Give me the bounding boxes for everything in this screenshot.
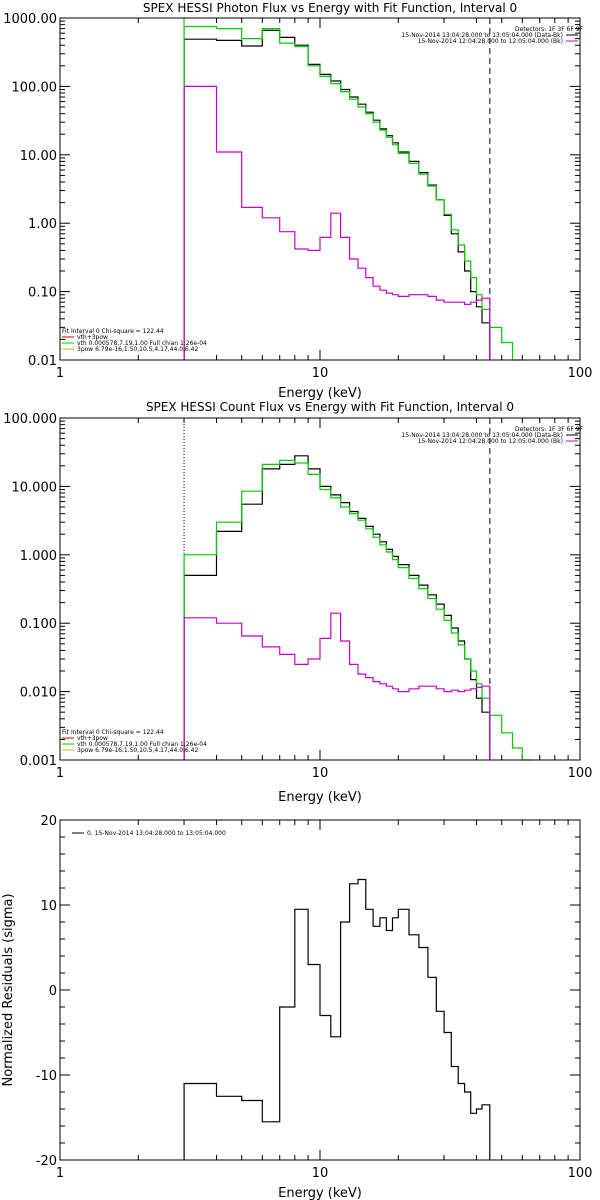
photon-flux-legend-item-0: 15-Nov-2014 13:04:28.000 to 13:05:04.000… — [401, 32, 563, 39]
photon-flux-plot-frame — [59, 17, 581, 361]
count-flux-title: SPEX HESSI Count Flux vs Energy with Fit… — [146, 400, 514, 414]
photon-flux-fit-item-0: vth+3pow — [77, 334, 108, 341]
count-flux-fit-item-1: vth 0.000578,7.19,1.00 Full chian 1.26e-… — [77, 741, 207, 748]
count-flux-legend-header: Detectors: 1F 3F 6F 9F — [515, 426, 584, 433]
photon-flux-fit-item-2: 3pow 6.79e-16,1.50,10.5,4.17,44.0,6.42 — [77, 346, 198, 353]
count-flux-series-2 — [183, 612, 491, 760]
y-tick-label: 0.01 — [28, 354, 57, 369]
x-tick-label: 1 — [56, 1166, 64, 1181]
count-flux-panel: SPEX HESSI Count Flux vs Energy with Fit… — [3, 400, 592, 805]
y-tick-label: 0.010 — [20, 686, 57, 701]
y-tick-label: 10.000 — [12, 480, 58, 495]
x-tick-label: 10 — [312, 366, 329, 381]
y-tick-label: 0.001 — [20, 754, 57, 769]
photon-flux-legend-header: Detectors: 1F 3F 6F 9F — [515, 26, 584, 33]
x-tick-label: 100 — [568, 766, 593, 781]
photon-flux-series-1 — [183, 25, 523, 361]
y-tick-label: -20 — [36, 1154, 57, 1169]
residuals-panel: 1 10 100 -20 -10 0 10 20 Energy (keV) Normalize… — [1, 814, 592, 1200]
y-tick-label: 0.10 — [28, 286, 57, 301]
x-tick-label: 1 — [56, 766, 64, 781]
y-tick-label: 10 — [40, 899, 57, 914]
count-flux-series-0 — [183, 455, 491, 760]
y-tick-label: -10 — [36, 1069, 57, 1084]
y-tick-label: 10.00 — [20, 149, 57, 164]
y-tick-label: 20 — [40, 814, 57, 829]
y-tick-label: 0 — [49, 984, 57, 999]
photon-flux-series-0 — [183, 29, 491, 360]
y-tick-label: 1000.00 — [3, 12, 57, 27]
count-flux-fit-header: Fit Interval 0 Chi-square = 122.44 — [62, 729, 164, 736]
y-tick-label: 100.000 — [3, 412, 57, 427]
count-flux-plot-frame — [59, 417, 581, 761]
count-flux-fit-item-2: 3pow 6.79e-16,1.50,10.5,4.17,44.0,6.42 — [77, 747, 198, 754]
residuals-series-0 — [183, 878, 491, 1160]
x-tick-label: 100 — [568, 1166, 593, 1181]
y-tick-label: 1.00 — [28, 217, 57, 232]
count-flux-xlabel: Energy (keV) — [278, 790, 362, 805]
photon-flux-panel: SPEX HESSI Photon Flux vs Energy with Fi… — [3, 1, 592, 401]
count-flux-legend-item-1: 15-Nov-2014 12:04:28.000 to 12:05:04.000… — [418, 438, 563, 445]
photon-flux-fit-header: Fit Interval 0 Chi-square = 122.44 — [62, 328, 164, 335]
y-tick-label: 100.00 — [12, 80, 58, 95]
y-tick-label: 1.000 — [20, 549, 57, 564]
count-flux-legend-item-0: 15-Nov-2014 13:04:28.000 to 13:05:04.000… — [401, 432, 563, 439]
x-tick-label: 10 — [312, 1166, 329, 1181]
photon-flux-series-2 — [183, 85, 491, 360]
residuals-ylabel: Normalized Residuals (sigma) — [1, 893, 16, 1086]
y-tick-label: 0.100 — [20, 617, 57, 632]
x-tick-label: 100 — [568, 366, 593, 381]
x-tick-label: 10 — [312, 766, 329, 781]
photon-flux-legend-item-1: 15-Nov-2014 12:04:28.000 to 12:05:04.000… — [418, 38, 563, 45]
count-flux-fit-item-0: vth+3pow — [77, 735, 108, 742]
photon-flux-xlabel: Energy (keV) — [278, 386, 362, 401]
x-tick-label: 1 — [56, 366, 64, 381]
residuals-legend-item: 0. 15-Nov-2014 13:04:28.000 to 13:05:04.… — [87, 830, 226, 837]
count-flux-series-1 — [183, 459, 532, 761]
residuals-plot-frame — [59, 819, 581, 1161]
photon-flux-title: SPEX HESSI Photon Flux vs Energy with Fi… — [143, 1, 517, 15]
residuals-xlabel: Energy (keV) — [278, 1186, 362, 1200]
photon-flux-fit-item-1: vth 0.000578,7.19,1.00 Full chian 1.26e-… — [77, 340, 207, 347]
